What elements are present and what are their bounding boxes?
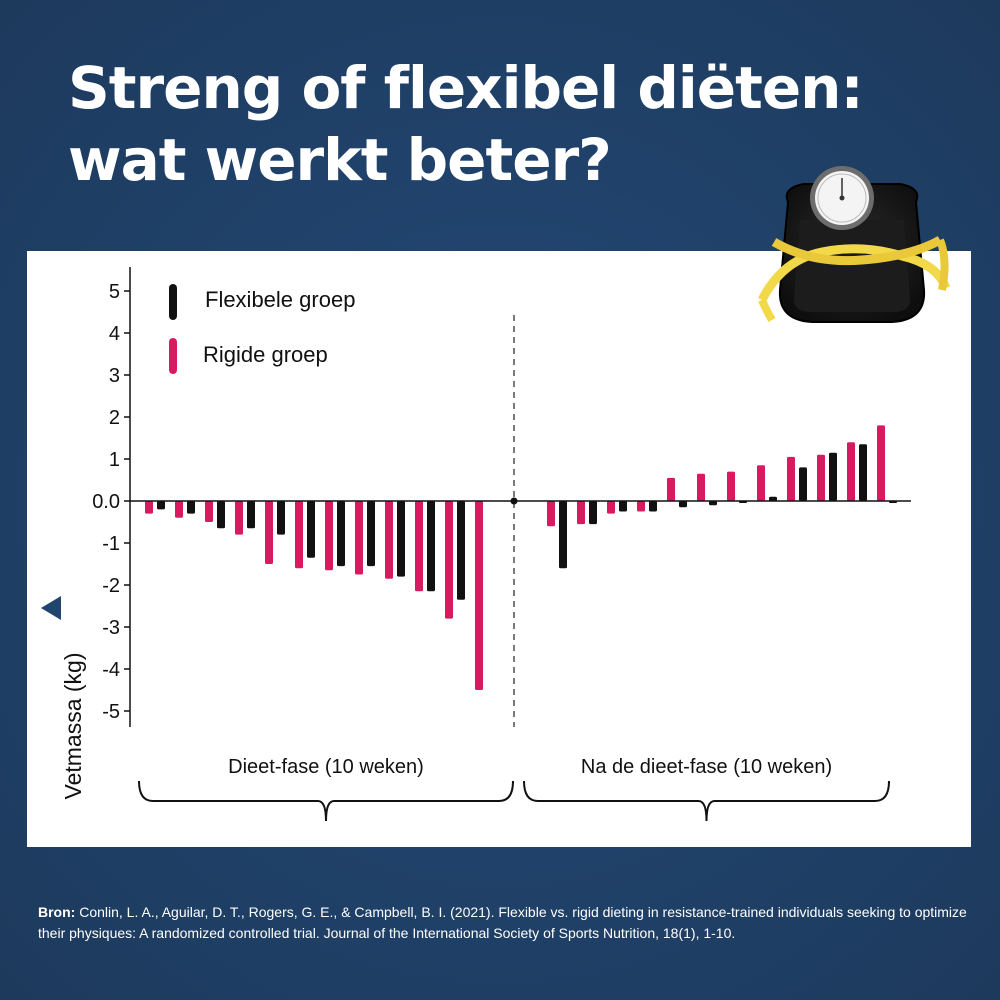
title-line-2: wat werkt beter? (68, 126, 612, 194)
bar-flexible-phase1-8 (367, 501, 375, 567)
y-tick-label: -4 (102, 659, 120, 681)
bar-rigid-phase2-5 (667, 477, 675, 501)
bar-rigid-phase1-11 (445, 501, 453, 619)
bar-rigid-phase2-9 (787, 456, 795, 501)
bar-rigid-phase1-9 (385, 501, 393, 579)
bar-rigid-phase1-10 (415, 501, 423, 592)
bar-flexible-phase1-7 (337, 501, 345, 567)
bar-rigid-phase1-6 (295, 501, 303, 569)
bar-flexible-phase1-9 (397, 501, 405, 577)
bar-rigid-phase2-4 (637, 501, 645, 512)
y-axis-label: Vetmassa (kg) (60, 652, 86, 800)
bar-rigid-phase2-7 (727, 471, 735, 501)
bar-flexible-phase2-9 (799, 467, 807, 501)
bar-flexible-phase1-4 (247, 501, 255, 529)
y-tick-label: 1 (109, 449, 120, 471)
bar-flexible-phase1-11 (457, 501, 465, 600)
y-tick-label: 4 (109, 323, 120, 345)
bar-flexible-phase1-10 (427, 501, 435, 592)
y-tick-label: 3 (109, 365, 120, 387)
bar-rigid-phase1-12 (475, 501, 483, 690)
bar-flexible-phase2-1 (559, 501, 567, 569)
legend-swatch-rigid (169, 338, 177, 374)
source-prefix: Bron: (38, 904, 76, 920)
bar-rigid-phase2-6 (697, 473, 705, 501)
page-title: Streng of flexibel diëten: wat werkt bet… (68, 52, 968, 196)
bar-flexible-phase2-4 (649, 501, 657, 512)
bar-rigid-phase2-12 (877, 425, 885, 501)
y-tick-label: -5 (102, 701, 120, 723)
bar-chart: 5 4 3 2 1 0.0 -1 -2 -3 -4 -5 Dieet-fase (10 weken) N… (92, 267, 911, 822)
bar-flexible-phase2-5 (679, 501, 687, 508)
bar-flexible-phase1-5 (277, 501, 285, 535)
y-tick-label: -2 (102, 575, 120, 597)
bar-flexible-phase2-3 (619, 501, 627, 512)
bar-flexible-phase1-2 (187, 501, 195, 514)
chart-panel: 5 4 3 2 1 0.0 -1 -2 -3 -4 -5 Dieet-fase (10 weken) N… (27, 251, 971, 847)
bar-rigid-phase1-8 (355, 501, 363, 575)
phase-label-1: Dieet-fase (10 weken) (228, 756, 424, 778)
phase-brace-2 (523, 780, 890, 822)
bar-flexible-phase1-6 (307, 501, 315, 558)
y-tick-label: -1 (102, 533, 120, 555)
legend-swatch-flexible (169, 284, 177, 320)
bar-rigid-phase1-4 (235, 501, 243, 535)
bar-flexible-phase2-6 (709, 501, 717, 506)
legend-label-flexible: Flexibele groep (205, 287, 356, 312)
y-tick-label: 2 (109, 407, 120, 429)
phase-label-2: Na de dieet-fase (10 weken) (581, 756, 832, 778)
bar-flexible-phase2-10 (829, 452, 837, 501)
bar-rigid-phase2-8 (757, 465, 765, 501)
delta-triangle-icon (41, 596, 61, 620)
source-text: Conlin, L. A., Aguilar, D. T., Rogers, G… (38, 904, 967, 941)
bar-rigid-phase1-5 (265, 501, 273, 564)
zero-marker (510, 497, 518, 505)
legend-label-rigid: Rigide groep (203, 342, 328, 367)
bar-rigid-phase1-3 (205, 501, 213, 522)
source-citation: Bron: Conlin, L. A., Aguilar, D. T., Rog… (38, 902, 968, 944)
bar-rigid-phase2-3 (607, 501, 615, 514)
bar-rigid-phase1-2 (175, 501, 183, 518)
bar-flexible-phase2-11 (859, 444, 867, 501)
bar-rigid-phase2-2 (577, 501, 585, 525)
phase-brace-1 (138, 780, 514, 822)
y-tick-label: -3 (102, 617, 120, 639)
bar-flexible-phase1-3 (217, 501, 225, 529)
bar-rigid-phase1-1 (145, 501, 153, 514)
bathroom-scale-icon (757, 166, 951, 323)
bar-rigid-phase1-7 (325, 501, 333, 571)
y-tick-label: 5 (109, 281, 120, 303)
bar-flexible-phase2-2 (589, 501, 597, 525)
title-line-1: Streng of flexibel diëten: (68, 54, 864, 122)
bar-rigid-phase2-1 (547, 501, 555, 527)
bar-flexible-phase1-1 (157, 501, 165, 510)
bar-flexible-phase2-8 (769, 496, 777, 501)
bar-rigid-phase2-10 (817, 454, 825, 501)
bar-rigid-phase2-11 (847, 442, 855, 501)
y-tick-label: 0.0 (92, 491, 120, 513)
